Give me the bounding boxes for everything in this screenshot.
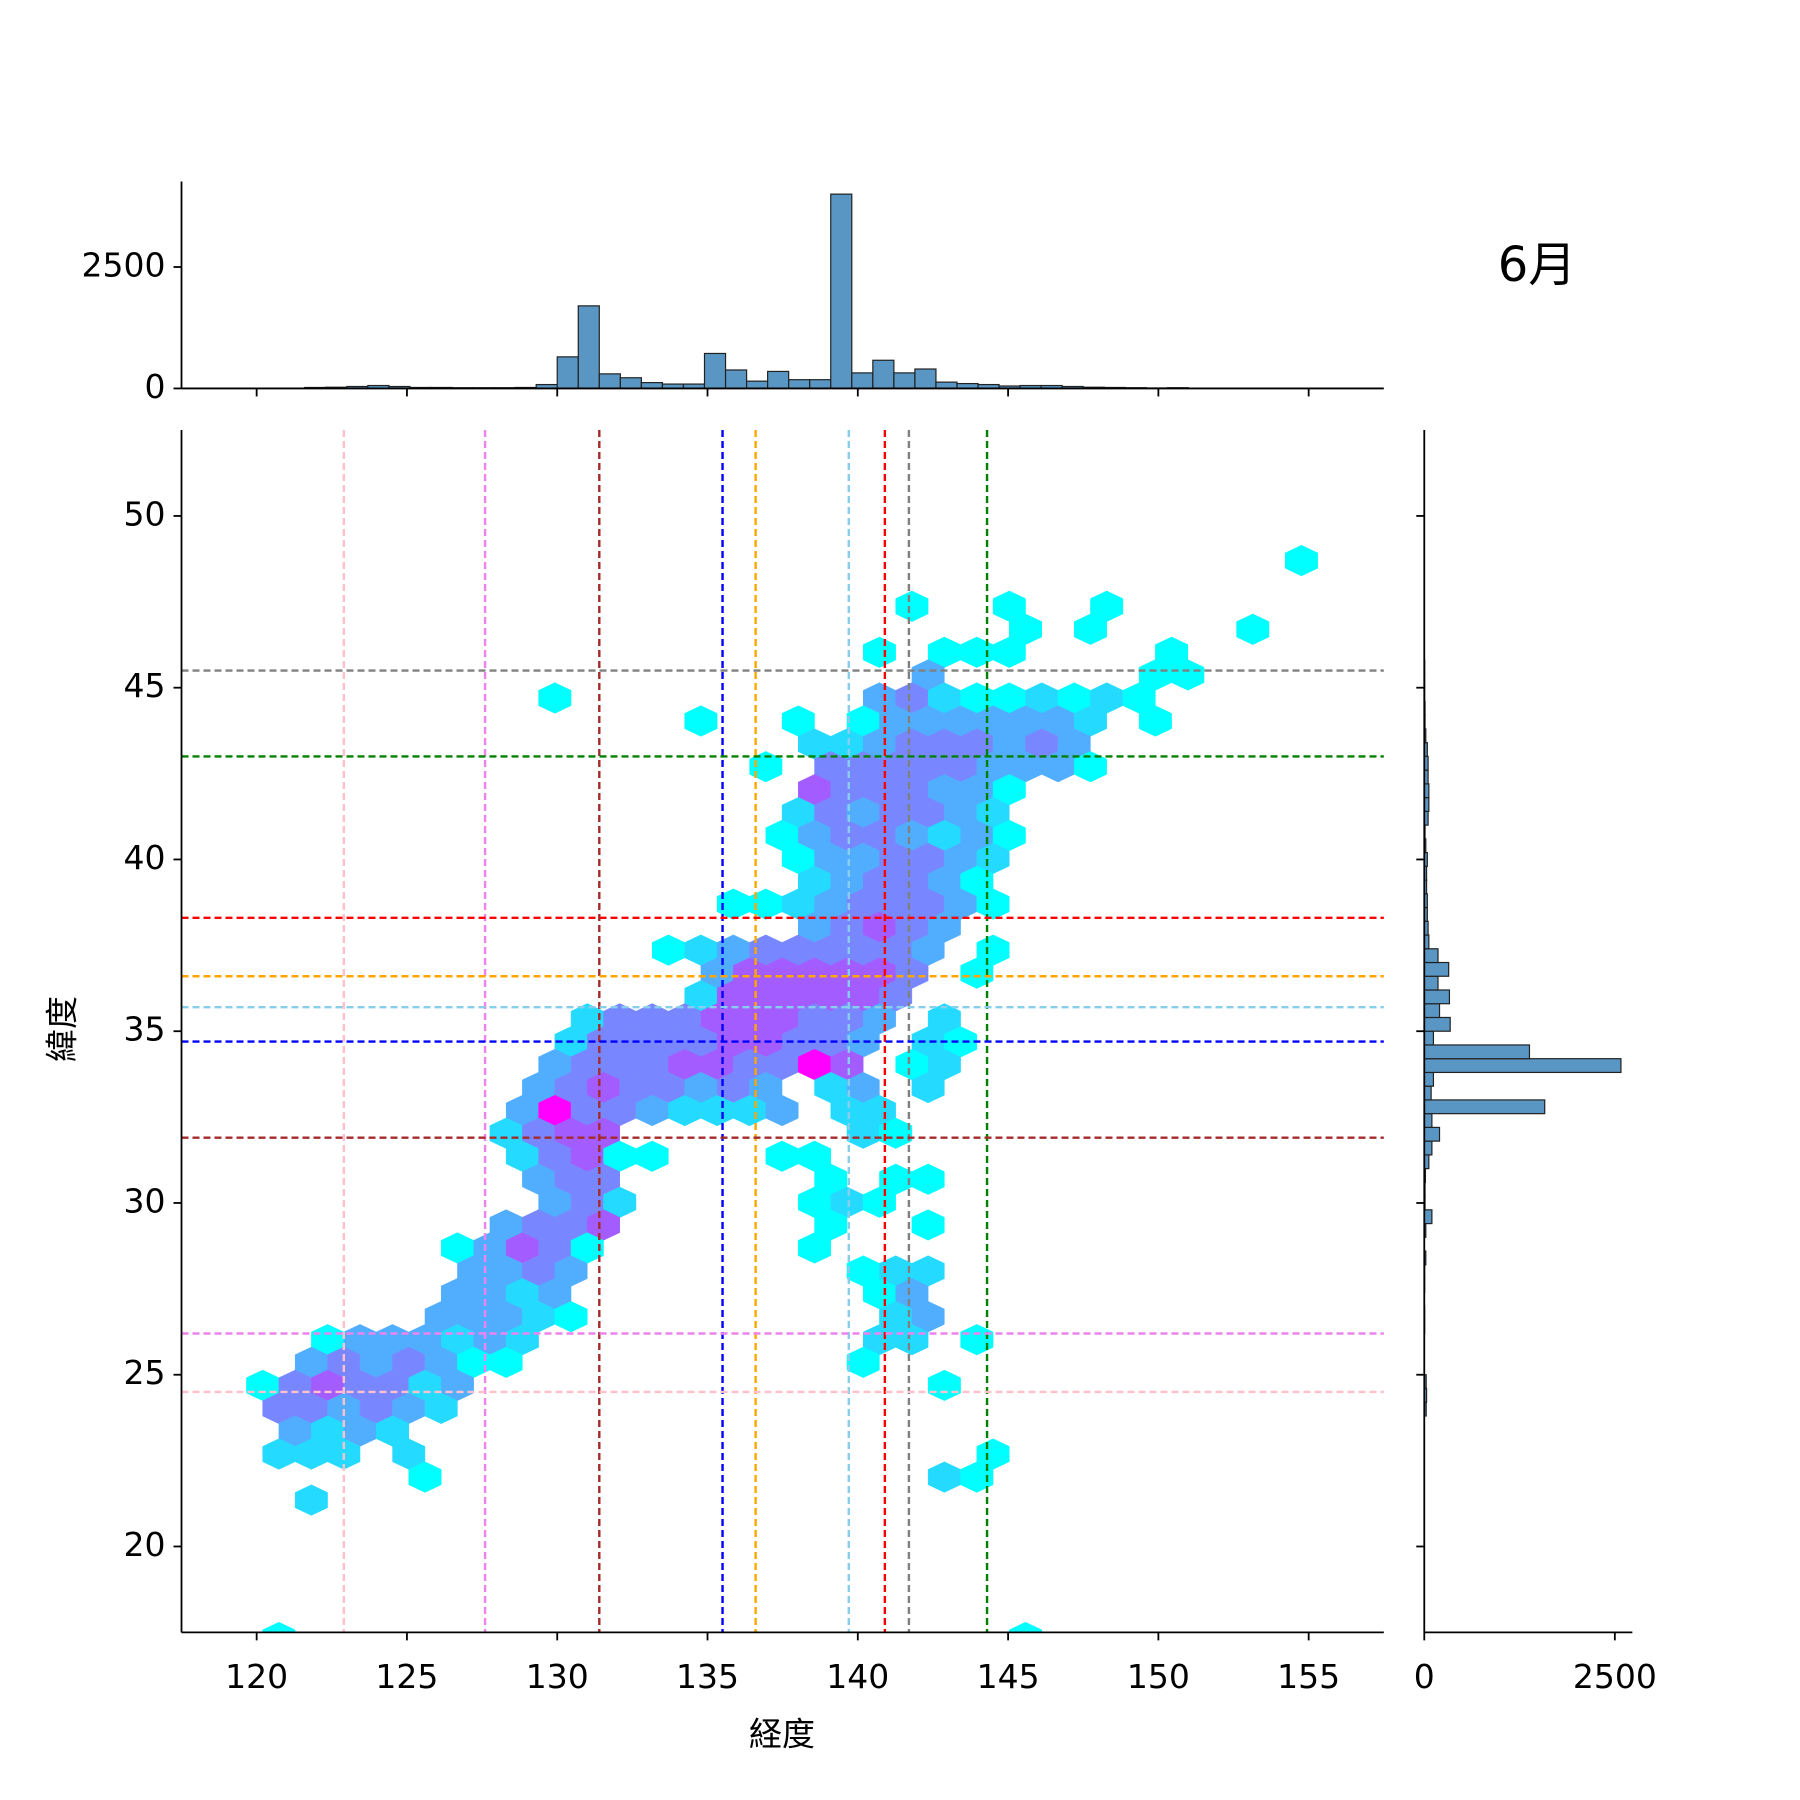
x-axis-label: 経度 [749, 1715, 815, 1754]
hex-bin [538, 682, 572, 714]
y-tick-label: 20 [124, 1525, 166, 1564]
histogram-bar [788, 379, 811, 390]
histogram-bar [809, 379, 832, 390]
hex-bin [927, 1369, 961, 1401]
hex-bin [960, 957, 994, 989]
histogram-bar [703, 352, 727, 390]
histogram-bar [1423, 1071, 1435, 1087]
histogram-bar [830, 193, 853, 390]
y-tick-label: 50 [124, 494, 166, 533]
histogram-bar [577, 305, 600, 390]
hex-bin [879, 1117, 913, 1149]
hex-bin [911, 1071, 945, 1104]
histogram-bar [851, 372, 874, 390]
hex-bin [862, 636, 896, 668]
histogram-bar [1423, 1058, 1622, 1074]
histogram-bar [1423, 1113, 1433, 1128]
x-tick-label: 2500 [1573, 1657, 1657, 1696]
hex-bin [895, 1324, 929, 1356]
histogram-bar [724, 369, 748, 390]
hex-bin [1138, 705, 1172, 737]
hex-bin [1074, 613, 1107, 645]
histogram-bar [619, 377, 642, 390]
x-tick-label: 145 [977, 1657, 1040, 1696]
hex-bin [408, 1461, 442, 1493]
hex-bin [749, 751, 783, 783]
hex-bin [294, 1484, 328, 1516]
hex-bin [911, 1209, 945, 1241]
hex-bin [651, 934, 685, 966]
histogram-bar [1423, 961, 1450, 977]
x-tick-label: 140 [826, 1657, 889, 1696]
hex-bin [262, 1621, 296, 1633]
histogram-bar [872, 359, 895, 390]
hex-bin [960, 1461, 994, 1493]
histogram-bar [1423, 1126, 1441, 1142]
y-tick-label: 40 [124, 838, 166, 877]
hex-bin [1074, 751, 1107, 783]
histogram-bar [1423, 1044, 1531, 1060]
histogram-bar [556, 356, 579, 390]
histogram-bar [745, 380, 769, 390]
x-tick-label: 0 [1414, 1657, 1435, 1696]
y-tick-label: 35 [124, 1010, 166, 1049]
histogram-bar [1423, 1140, 1433, 1156]
hex-bin [765, 1140, 799, 1172]
histogram-bar [1423, 1030, 1435, 1046]
histogram-bar [1423, 1003, 1441, 1019]
hex-bin [960, 1324, 994, 1356]
histogram-bar [1423, 1099, 1546, 1115]
y-tick-label: 30 [124, 1181, 166, 1220]
hex-bin [1285, 545, 1318, 577]
hex-bin [1009, 1621, 1042, 1633]
hex-bin [895, 590, 929, 622]
hex-bin [765, 1094, 799, 1127]
y-tick-label: 25 [124, 1353, 166, 1392]
hex-bin [424, 1392, 458, 1424]
hex-bin [1171, 659, 1205, 691]
histogram-bar [914, 368, 937, 390]
hex-bin [489, 1346, 523, 1378]
histogram-bar [1423, 989, 1451, 1005]
histogram-bar [1423, 948, 1439, 964]
y-tick-label: 2500 [82, 245, 166, 284]
histogram-bar [893, 372, 916, 390]
hex-bin [862, 1186, 896, 1218]
histogram-bar [767, 370, 790, 390]
y-axis-label: 緯度 [43, 996, 82, 1062]
hex-bin [1236, 613, 1270, 645]
chart-title: 6月 [1498, 237, 1577, 293]
x-tick-label: 150 [1127, 1657, 1190, 1696]
y-tick-label: 45 [124, 666, 166, 705]
x-tick-label: 130 [526, 1657, 589, 1696]
hex-bin [846, 1346, 880, 1378]
hex-bin [911, 1163, 945, 1195]
hex-bin [798, 1232, 831, 1264]
hex-bin [554, 1301, 588, 1333]
hex-bin [684, 705, 718, 737]
hex-bin [992, 636, 1026, 668]
histogram-bar [1423, 1085, 1432, 1101]
x-tick-label: 120 [225, 1657, 288, 1696]
histogram-bar [1423, 975, 1439, 991]
y-tick-label: 0 [145, 367, 166, 406]
histogram-bar [1423, 1209, 1433, 1225]
x-tick-label: 135 [676, 1657, 739, 1696]
hex-bin [976, 888, 1010, 920]
histogram-bar [598, 373, 621, 390]
hex-bin [927, 1461, 961, 1493]
histogram-bar [1423, 1016, 1451, 1032]
histogram-bar [935, 381, 958, 390]
hex-bin [635, 1140, 669, 1172]
x-tick-label: 125 [375, 1657, 438, 1696]
x-tick-label: 155 [1277, 1657, 1340, 1696]
hexbin-area [246, 545, 1318, 1633]
